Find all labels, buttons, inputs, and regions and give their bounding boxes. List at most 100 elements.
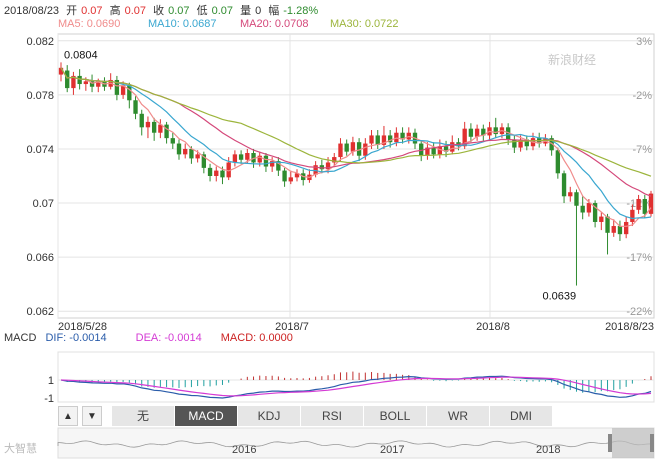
candle-body — [592, 203, 598, 222]
percent-tick-label: -17% — [626, 252, 652, 264]
candle-body — [512, 139, 517, 148]
moving-average-lines — [60, 67, 652, 227]
percent-axis: 3%-2%-7%-12%-17%-22% — [626, 36, 652, 318]
candle-body — [580, 205, 585, 213]
candle-body — [642, 198, 647, 214]
date-axis: 2018/5/28 2018/7 2018/8 2018/8/23 — [58, 321, 654, 333]
candle-body — [276, 161, 281, 171]
candle-body — [394, 132, 399, 143]
candle-body — [238, 154, 244, 160]
macd-grid: 1 -1 — [44, 351, 655, 405]
candle-body — [96, 81, 101, 87]
candle-body — [176, 143, 182, 155]
date-tick-label: 2018/8/23 — [605, 321, 654, 333]
high-annotation: 0.0804 — [64, 49, 98, 61]
candle-body — [332, 157, 337, 163]
watermark-text: 新浪财经 — [548, 52, 596, 67]
percent-tick-label: -7% — [632, 144, 652, 156]
tab-macd[interactable]: MACD — [175, 406, 238, 426]
candle-body — [325, 162, 331, 170]
navigator-left-handle — [608, 434, 612, 452]
candle-body — [356, 142, 362, 156]
scroll-down-button[interactable]: ▼ — [82, 406, 102, 426]
date-tick-label: 2018/8 — [476, 321, 510, 333]
nav-label-2016: 2016 — [232, 444, 257, 456]
candle-body — [518, 139, 523, 148]
macd-tick-label: -1 — [44, 393, 54, 405]
candle-body — [263, 155, 269, 167]
tab-wr[interactable]: WR — [427, 406, 490, 426]
change-label: 幅 — [268, 5, 280, 17]
nav-label-2018: 2018 — [536, 444, 561, 456]
candle-body — [555, 150, 561, 174]
candle-body — [561, 173, 567, 197]
candle-body — [419, 143, 424, 156]
tab-none[interactable]: 无 — [112, 406, 175, 426]
candle-body — [251, 153, 256, 163]
dif-legend: DIF: -0.0014 — [45, 332, 107, 344]
navigator-right-handle — [650, 434, 654, 452]
macd-legend: MACD DIF: -0.0014 DEA: -0.0014 MACD: 0.0… — [4, 332, 293, 344]
low-label: 低 — [196, 5, 208, 17]
quote-date: 2018/08/23 — [4, 5, 60, 17]
candle-body — [282, 170, 287, 182]
candle-body — [195, 154, 200, 159]
candle-body — [58, 67, 64, 75]
candle-body — [133, 100, 138, 114]
dif-line — [60, 375, 652, 399]
price-tick-label: 0.066 — [26, 252, 54, 264]
candle-body — [189, 148, 194, 159]
tab-dmi[interactable]: DMI — [490, 406, 553, 426]
percent-tick-label: -22% — [626, 306, 652, 318]
tab-rsi[interactable]: RSI — [301, 406, 364, 426]
open-label: 开 — [66, 5, 78, 17]
candle-body — [462, 128, 467, 147]
ma10-legend: MA10: 0.0687 — [148, 18, 217, 30]
candle-body — [232, 154, 238, 163]
candle-body — [71, 75, 76, 89]
candle-body — [151, 121, 157, 133]
candle-body — [338, 143, 343, 158]
tab-boll[interactable]: BOLL — [364, 406, 427, 426]
close-label: 收 — [153, 5, 165, 17]
tab-kdj[interactable]: KDJ — [238, 406, 301, 426]
candle-body — [623, 221, 629, 235]
navigator — [57, 427, 655, 459]
dea-legend: DEA: -0.0014 — [135, 332, 202, 344]
candle-body — [568, 192, 573, 197]
ma5-line — [60, 67, 652, 227]
ma20-legend: MA20: 0.0708 — [240, 18, 309, 30]
percent-tick-label: 3% — [636, 36, 652, 48]
candle-body — [89, 81, 95, 87]
candle-body — [648, 193, 654, 214]
candle-body — [220, 170, 225, 178]
close-value: 0.07 — [168, 5, 190, 17]
candle-body — [387, 135, 393, 143]
candle-body — [183, 148, 188, 155]
navigator-window — [612, 428, 654, 458]
candle-body — [524, 139, 529, 147]
price-tick-label: 0.074 — [26, 144, 54, 156]
macd-title: MACD — [4, 332, 37, 344]
scroll-up-button[interactable]: ▲ — [58, 406, 78, 426]
date-tick-label: 2018/5/28 — [58, 321, 107, 333]
candle-body — [245, 153, 250, 160]
macd-frame — [57, 351, 655, 403]
indicator-tabs: 无 MACD KDJ RSI BOLL WR DMI — [112, 406, 553, 426]
high-label: 高 — [109, 5, 121, 17]
candle-body — [226, 162, 231, 178]
candle-body — [505, 127, 511, 140]
candle-body — [605, 216, 610, 233]
candle-body — [170, 138, 175, 144]
volume-label: 量 — [240, 5, 252, 17]
candle-body — [288, 177, 293, 182]
candle-body — [127, 85, 132, 101]
candle-body — [443, 146, 449, 152]
candle-body — [425, 147, 430, 156]
macd-bars — [66, 371, 652, 393]
ma5-legend: MA5: 0.0690 — [58, 18, 121, 30]
navigator-track — [57, 427, 655, 459]
open-value: 0.07 — [81, 5, 103, 17]
